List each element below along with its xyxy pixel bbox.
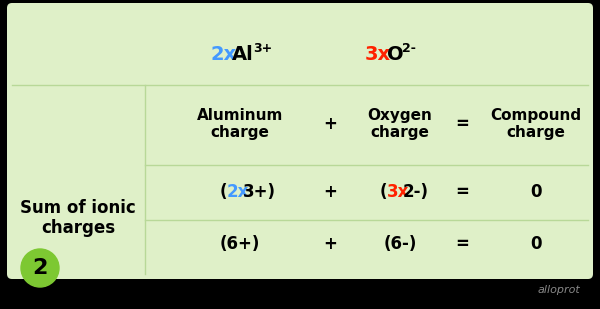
- Text: 3+): 3+): [243, 183, 276, 201]
- Text: (6-): (6-): [383, 235, 416, 253]
- Text: =: =: [455, 235, 469, 253]
- Text: =: =: [455, 115, 469, 133]
- Text: +: +: [323, 183, 337, 201]
- Text: alloprot: alloprot: [537, 285, 580, 295]
- Text: Oxygen
charge: Oxygen charge: [368, 108, 433, 140]
- Text: (: (: [220, 183, 227, 201]
- Text: Sum of ionic
charges: Sum of ionic charges: [20, 199, 136, 237]
- Text: 3x: 3x: [387, 183, 409, 201]
- Text: 2-: 2-: [402, 41, 416, 54]
- Text: =: =: [455, 183, 469, 201]
- Text: Al: Al: [232, 45, 254, 65]
- Text: O: O: [387, 45, 404, 65]
- Text: 2x: 2x: [227, 183, 250, 201]
- FancyBboxPatch shape: [7, 3, 593, 279]
- Text: 0: 0: [530, 235, 542, 253]
- Text: 0: 0: [530, 183, 542, 201]
- Text: 3x: 3x: [365, 45, 391, 65]
- Text: Compound
charge: Compound charge: [490, 108, 581, 140]
- Text: (: (: [380, 183, 388, 201]
- Circle shape: [21, 249, 59, 287]
- Text: (6+): (6+): [220, 235, 260, 253]
- Text: 2-): 2-): [403, 183, 429, 201]
- Text: Aluminum
charge: Aluminum charge: [197, 108, 283, 140]
- Text: +: +: [323, 235, 337, 253]
- Text: +: +: [323, 115, 337, 133]
- Text: 2x: 2x: [210, 45, 236, 65]
- Text: 2: 2: [32, 258, 47, 278]
- Text: 3+: 3+: [253, 41, 272, 54]
